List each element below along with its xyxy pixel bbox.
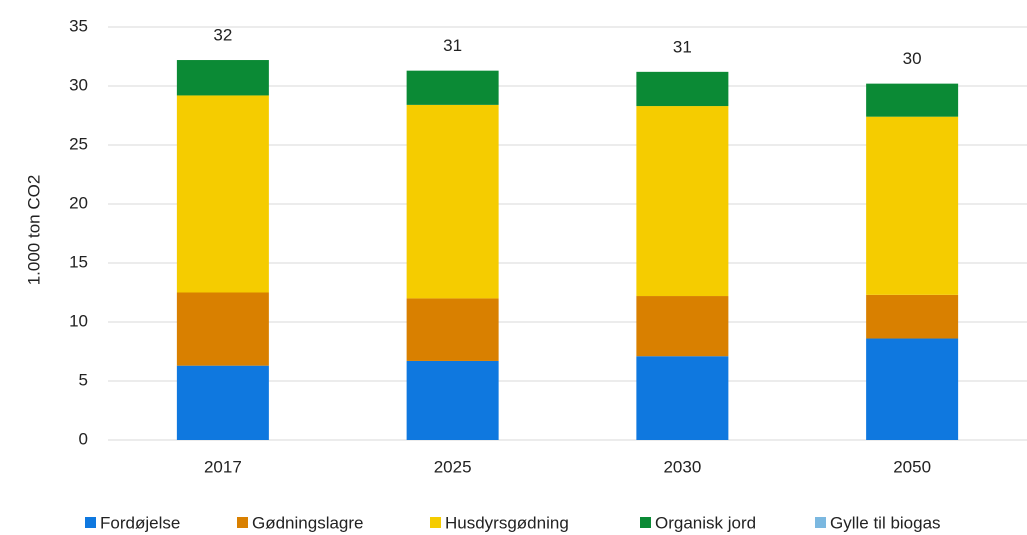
legend-swatch [237, 517, 248, 528]
legend-swatch [815, 517, 826, 528]
bar-segment [406, 70, 499, 105]
total-label: 30 [903, 49, 922, 68]
bar-segment [636, 356, 729, 440]
bar-segment [176, 292, 269, 366]
total-label: 32 [213, 26, 232, 45]
y-tick-label: 15 [69, 252, 88, 271]
bar-segment [866, 83, 959, 117]
bar-segment [636, 106, 729, 297]
total-label: 31 [443, 36, 462, 55]
legend-swatch [85, 517, 96, 528]
legend-label: Husdyrsgødning [445, 513, 569, 532]
y-tick-label: 25 [69, 134, 88, 153]
bar-segment [636, 71, 729, 107]
total-label: 31 [673, 37, 692, 56]
bar-segment [866, 338, 959, 440]
bar-segment [866, 294, 959, 339]
legend-label: Organisk jord [655, 513, 756, 532]
y-axis-label: 1.000 ton CO2 [24, 175, 43, 286]
x-tick-label: 2025 [434, 457, 472, 476]
bar-segment [176, 60, 269, 96]
legend-swatch [430, 517, 441, 528]
y-tick-label: 0 [79, 429, 88, 448]
bar-segment [176, 95, 269, 293]
y-tick-label: 30 [69, 75, 88, 94]
legend-swatch [640, 517, 651, 528]
bar-segment [866, 116, 959, 295]
bar-segment [406, 104, 499, 299]
bar-segment [636, 296, 729, 357]
legend-label: Gylle til biogas [830, 513, 941, 532]
legend-label: Gødningslagre [252, 513, 364, 532]
y-tick-label: 5 [79, 370, 88, 389]
bar-segment [406, 298, 499, 361]
x-tick-label: 2050 [893, 457, 931, 476]
y-tick-label: 35 [69, 16, 88, 35]
bar-segment [176, 365, 269, 440]
x-tick-label: 2017 [204, 457, 242, 476]
y-tick-label: 10 [69, 311, 88, 330]
legend-label: Fordøjelse [100, 513, 180, 532]
bar-segment [406, 360, 499, 440]
x-tick-label: 2030 [663, 457, 701, 476]
y-tick-label: 20 [69, 193, 88, 212]
